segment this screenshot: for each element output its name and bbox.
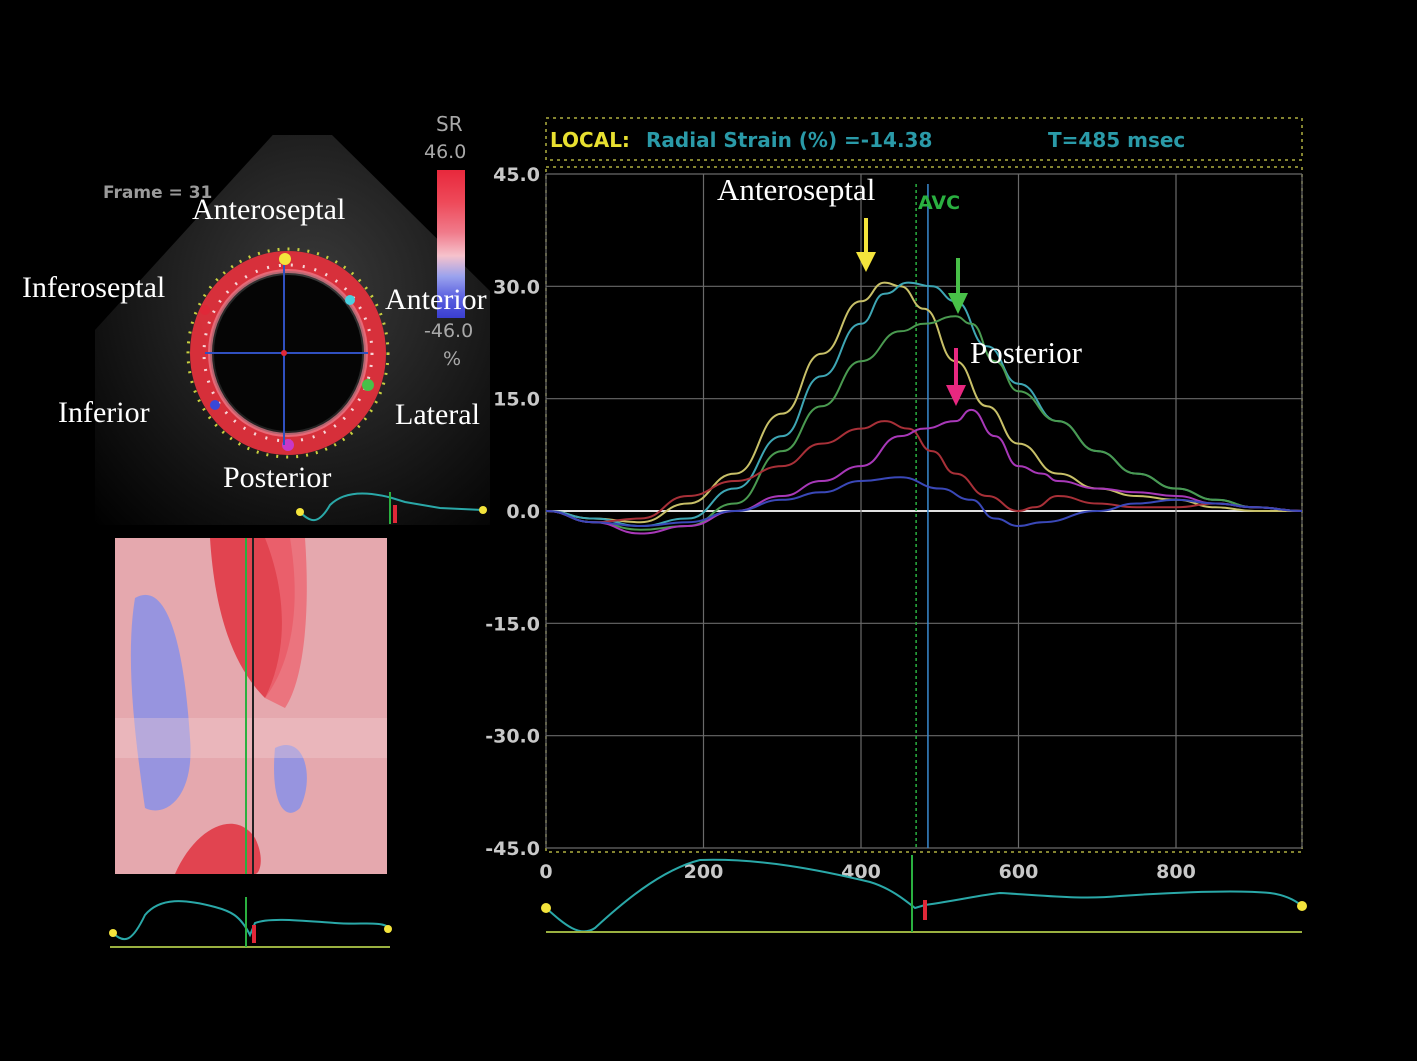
segment-marker-inferior (210, 400, 220, 410)
echo-ecg-start-marker (296, 508, 304, 516)
y-tick-label: -45.0 (485, 838, 540, 860)
annotation-posterior: Posterior (970, 335, 1083, 370)
scale-min: -46.0 (424, 320, 474, 342)
mmode-color-map (115, 538, 387, 874)
segment-marker-anterior (345, 295, 355, 305)
segment-marker-anteroseptal (279, 253, 291, 265)
arrow-green-icon (948, 258, 968, 314)
x-tick-label: 0 (539, 861, 552, 883)
segment-marker-inferoseptal (200, 305, 210, 315)
arrow-yellow-icon (856, 218, 876, 272)
frame-number: Frame = 31 (103, 183, 213, 203)
chart-ecg-red-marker (923, 900, 927, 920)
header-time: T=485 msec (1048, 128, 1185, 152)
mmode-blue-region-right (274, 745, 307, 813)
crosshair-center (281, 350, 287, 356)
series-line-yellow (545, 281, 1302, 524)
mmode-ecg-end-marker (384, 925, 392, 933)
segment-label-posterior: Posterior (223, 461, 332, 494)
segment-label-anteroseptal: Anteroseptal (192, 193, 346, 226)
tick-label-layer: 45.030.015.00.0-15.0-30.0-45.00 200 400 600… (485, 164, 1196, 883)
chart-ecg-end-marker (1297, 901, 1307, 911)
mmode-red-band-right (265, 538, 307, 708)
tracking-dots-outer (186, 247, 390, 459)
mmode-light-band (115, 718, 387, 758)
plot-area-frame (545, 166, 1303, 853)
y-tick-label: -30.0 (485, 726, 540, 748)
avc-label: AVC (918, 192, 960, 214)
mmode-red-band-bottom (175, 823, 261, 874)
scale-max: 46.0 (424, 141, 467, 163)
x-tick-label: 600 (999, 861, 1039, 883)
chart-ecg-start-marker (541, 903, 551, 913)
segment-label-inferoseptal: Inferoseptal (22, 271, 166, 304)
header-measure: Radial Strain (%) =-14.38 (646, 128, 932, 152)
marker-layer (915, 184, 929, 848)
segment-label-lateral: Lateral (395, 398, 480, 431)
curved-mmode-map (115, 538, 387, 874)
x-tick-label: 800 (1156, 861, 1196, 883)
tracking-dots-inner (202, 263, 374, 443)
arrow-pink-icon (946, 348, 966, 406)
color-scale-bar (437, 170, 465, 318)
series-layer (545, 281, 1303, 535)
echo-ecg-end-marker (479, 506, 487, 514)
scale-title: SR (436, 112, 463, 136)
x-tick-label: 200 (684, 861, 724, 883)
series-line-magenta (545, 408, 1303, 535)
echo-ecg-red-marker (393, 505, 397, 523)
y-tick-label: 0.0 (506, 501, 540, 523)
chart-ecg-trace (545, 858, 1303, 933)
mmode-ecg-red-marker (252, 925, 256, 943)
y-tick-label: 30.0 (493, 276, 540, 298)
mmode-blue-region-left (130, 594, 191, 811)
header-local: LOCAL: (550, 128, 630, 152)
segment-marker-lateral (362, 379, 374, 391)
series-line-blue (545, 476, 1303, 528)
mmode-ecg-trace (112, 900, 389, 941)
segment-label-anterior: Anterior (385, 283, 487, 316)
series-line-red (545, 420, 1303, 524)
series-line-cyan (545, 281, 1303, 528)
chart-header-box (545, 117, 1303, 161)
y-tick-label: -15.0 (485, 613, 540, 635)
echo-ecg-trace (299, 492, 484, 522)
annotation-anteroseptal: Anteroseptal (717, 172, 875, 207)
y-tick-label: 45.0 (493, 164, 540, 186)
segment-label-inferior: Inferior (58, 396, 150, 429)
mmode-ecg-start-marker (109, 929, 117, 937)
mmode-ecg (109, 897, 392, 948)
scale-unit: % (443, 348, 462, 370)
y-tick-label: 15.0 (493, 389, 540, 411)
